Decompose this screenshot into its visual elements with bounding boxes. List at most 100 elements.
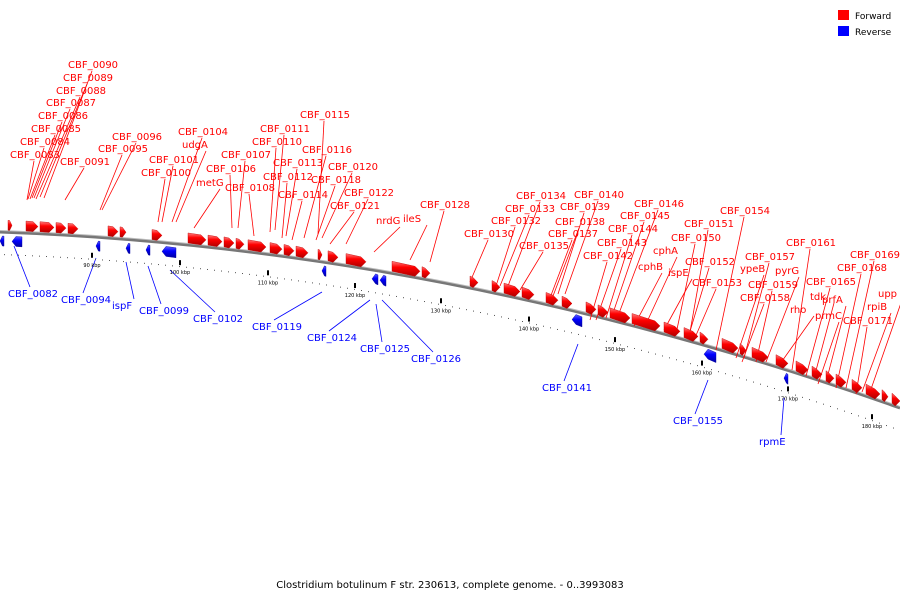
scale-dot [641,349,642,351]
forward-gene-label: CBF_0145 [620,211,670,222]
forward-gene-label: CBF_0159 [748,280,798,291]
forward-gene-label: CBF_0138 [555,217,605,228]
forward-gene-label: CBF_0112 [263,172,313,183]
scale-dot [144,262,145,264]
scale-dot [361,290,362,292]
forward-gene-label: CBF_0140 [574,190,624,201]
scale-dot [753,381,754,383]
scale-dot [522,321,523,323]
legend-forward-swatch [838,10,849,20]
forward-gene-arrow [151,229,163,241]
tick-label: 170 kbp [778,396,798,402]
scale-dot [816,401,817,403]
scale-dot [669,357,670,359]
scale-dot [543,325,544,327]
scale-dot [221,270,222,272]
reverse-gene-label: CBF_0099 [139,306,189,317]
kbp-ticks: 90 kbp 100 kbp 110 kbp 120 kbp 130 kbp 140 kb… [4,252,894,430]
forward-gene-label: CBF_0106 [206,164,256,175]
forward-gene-label: CBF_0096 [112,132,162,143]
forward-leader-line [687,267,710,339]
forward-gene-label: CBF_0086 [38,111,88,122]
scale-dot [662,355,663,357]
reverse-leader-line [381,299,434,353]
forward-gene-arrow [295,245,309,259]
forward-gene-label: upp [878,289,897,300]
scale-dot [886,425,887,427]
forward-gene-arrow [585,301,597,315]
forward-gene-arrow [7,220,13,231]
scale-dot [732,375,733,377]
forward-leader-line [33,108,71,199]
forward-gene-label: CBF_0095 [98,144,148,155]
reverse-leader-line [147,265,162,305]
forward-gene-label: CBF_0165 [806,277,856,288]
forward-leader-line [605,234,633,319]
scale-dot [515,319,516,321]
tick-mark [871,414,873,420]
scale-dot [284,278,285,280]
forward-gene-label: CBF_0084 [20,137,70,148]
tick-label: 140 kbp [519,327,539,333]
forward-gene-arrow [107,225,119,237]
forward-gene-arrow [345,253,367,268]
scale-dot [4,254,5,256]
forward-gene-arrow [683,327,699,342]
reverse-gene-arrow [11,236,23,248]
forward-gene-label: CBF_0088 [56,86,106,97]
forward-leader-line [835,273,862,389]
genome-backbone [0,230,900,410]
forward-leader-line [317,120,325,235]
forward-gene-label: ispE [668,268,689,279]
forward-gene-label: pyrG [775,266,799,277]
forward-gene-label: CBF_0100 [141,168,191,179]
scale-dot [571,332,572,334]
scale-dot [676,359,677,361]
scale-dot [466,309,467,311]
reverse-leader-line [563,343,579,382]
forward-gene-label: CBF_0137 [548,229,598,240]
scale-dot [340,286,341,288]
scale-dot [452,306,453,308]
scale-dot [830,405,831,407]
forward-leader-line [373,226,401,253]
forward-gene-arrow [663,321,681,337]
forward-gene-label: CBF_0150 [671,233,721,244]
scale-dot [606,340,607,342]
forward-gene-arrow [503,282,521,297]
forward-leader-line [549,239,573,299]
reverse-gene-label: CBF_0119 [252,322,302,333]
forward-gene-label: nrdG [376,216,400,227]
scale-dot [333,285,334,287]
forward-gene-label: prmC [815,311,842,322]
scale-dot [578,333,579,335]
forward-leader-line [855,326,868,395]
forward-gene-label: CBF_0087 [46,98,96,109]
forward-gene-label: CBF_0113 [273,158,323,169]
forward-gene-arrow [825,370,835,384]
forward-leader-line [564,200,599,295]
forward-gene-label: CBF_0144 [608,224,658,235]
forward-leader-line [552,227,580,297]
forward-gene-arrow [865,383,881,400]
forward-gene-arrow [597,304,609,318]
scale-dot [298,280,299,282]
reverse-leader-line [273,291,323,321]
reverse-gene-label: CBF_0102 [193,314,243,325]
scale-dot [823,403,824,405]
scale-dot [494,314,495,316]
scale-dot [529,322,530,324]
reverse-gene-arrow [125,243,131,254]
scale-dot [501,316,502,318]
reverse-gene-arrow [0,235,5,247]
forward-gene-arrow [55,222,67,234]
forward-leader-line [813,302,835,379]
scale-dot [193,267,194,269]
forward-leader-line [715,216,745,351]
scale-dot [60,256,61,258]
scale-dot [403,297,404,299]
reverse-leader-line [780,397,785,436]
forward-leader-line [161,165,174,223]
tick-label: 100 kbp [170,270,190,276]
scale-dot [767,385,768,387]
